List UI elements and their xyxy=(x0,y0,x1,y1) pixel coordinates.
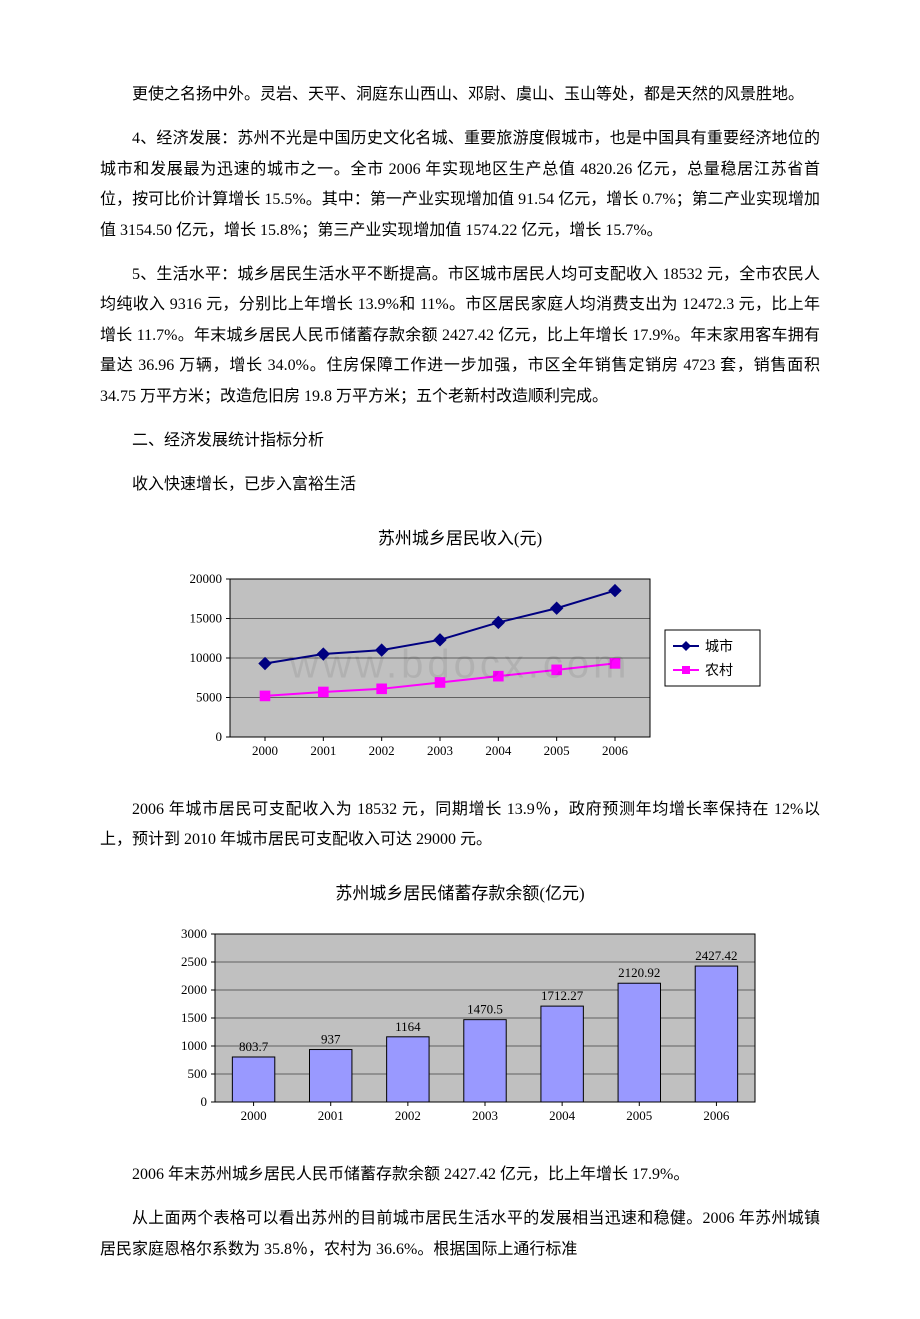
svg-text:0: 0 xyxy=(201,1094,208,1109)
svg-text:2005: 2005 xyxy=(626,1108,652,1123)
svg-text:15000: 15000 xyxy=(190,610,223,625)
svg-text:2000: 2000 xyxy=(252,743,278,758)
svg-text:2004: 2004 xyxy=(549,1108,576,1123)
chart1-container: 0 5000 10000 15000 20000 2000 2001 2002 2003 2004… xyxy=(150,567,770,777)
svg-text:5000: 5000 xyxy=(196,689,222,704)
paragraph-intro-continued: 更使之名扬中外。灵岩、天平、洞庭东山西山、邓尉、虞山、玉山等处，都是天然的风景胜… xyxy=(100,80,820,110)
paragraph-chart2-desc: 2006 年末苏州城乡居民人民币储蓄存款余额 2427.42 亿元，比上年增长 … xyxy=(100,1160,820,1190)
section-heading-2: 二、经济发展统计指标分析 xyxy=(100,426,820,456)
svg-text:10000: 10000 xyxy=(190,650,223,665)
subheading-income: 收入快速增长，已步入富裕生活 xyxy=(100,470,820,500)
chart1-svg: 0 5000 10000 15000 20000 2000 2001 2002 2003 2004… xyxy=(150,567,770,777)
svg-text:1470.5: 1470.5 xyxy=(467,1002,503,1017)
svg-text:2001: 2001 xyxy=(310,743,336,758)
svg-text:0: 0 xyxy=(216,729,223,744)
svg-text:农村: 农村 xyxy=(705,663,733,679)
svg-text:2002: 2002 xyxy=(369,743,395,758)
paragraph-living-standard: 5、生活水平：城乡居民生活水平不断提高。市区城市居民人均可支配收入 18532 … xyxy=(100,260,820,412)
paragraph-conclusion: 从上面两个表格可以看出苏州的目前城市居民生活水平的发展相当迅速和稳健。2006 … xyxy=(100,1204,820,1265)
chart1-title: 苏州城乡居民收入(元) xyxy=(100,523,820,555)
svg-text:2006: 2006 xyxy=(602,743,629,758)
paragraph-chart1-desc: 2006 年城市居民可支配收入为 18532 元，同期增长 13.9％，政府预测… xyxy=(100,795,820,856)
svg-text:1500: 1500 xyxy=(181,1010,207,1025)
svg-text:3000: 3000 xyxy=(181,926,207,941)
svg-text:城市: 城市 xyxy=(705,638,733,655)
svg-text:500: 500 xyxy=(188,1066,208,1081)
svg-text:20000: 20000 xyxy=(190,571,223,586)
svg-text:2004: 2004 xyxy=(485,743,512,758)
svg-text:1712.27: 1712.27 xyxy=(541,988,584,1003)
paragraph-economy: 4、经济发展：苏州不光是中国历史文化名城、重要旅游度假城市，也是中国具有重要经济… xyxy=(100,124,820,246)
svg-text:2427.42: 2427.42 xyxy=(695,948,737,963)
svg-text:1000: 1000 xyxy=(181,1038,207,1053)
chart2-container: 0 500 1000 1500 2000 2500 3000 803.7 2000 937 2001… xyxy=(145,922,775,1142)
svg-text:2003: 2003 xyxy=(427,743,453,758)
svg-text:2000: 2000 xyxy=(181,982,207,997)
chart2-title: 苏州城乡居民储蓄存款余额(亿元) xyxy=(100,878,820,910)
svg-text:2500: 2500 xyxy=(181,954,207,969)
svg-text:937: 937 xyxy=(321,1032,341,1047)
chart2-svg: 0 500 1000 1500 2000 2500 3000 803.7 2000 937 2001… xyxy=(145,922,775,1142)
svg-text:2006: 2006 xyxy=(703,1108,730,1123)
svg-text:803.7: 803.7 xyxy=(239,1039,269,1054)
svg-text:2120.92: 2120.92 xyxy=(618,965,660,980)
svg-text:2003: 2003 xyxy=(472,1108,498,1123)
svg-text:1164: 1164 xyxy=(395,1019,421,1034)
svg-text:2000: 2000 xyxy=(241,1108,267,1123)
svg-text:2002: 2002 xyxy=(395,1108,421,1123)
svg-text:2005: 2005 xyxy=(544,743,570,758)
svg-text:2001: 2001 xyxy=(318,1108,344,1123)
